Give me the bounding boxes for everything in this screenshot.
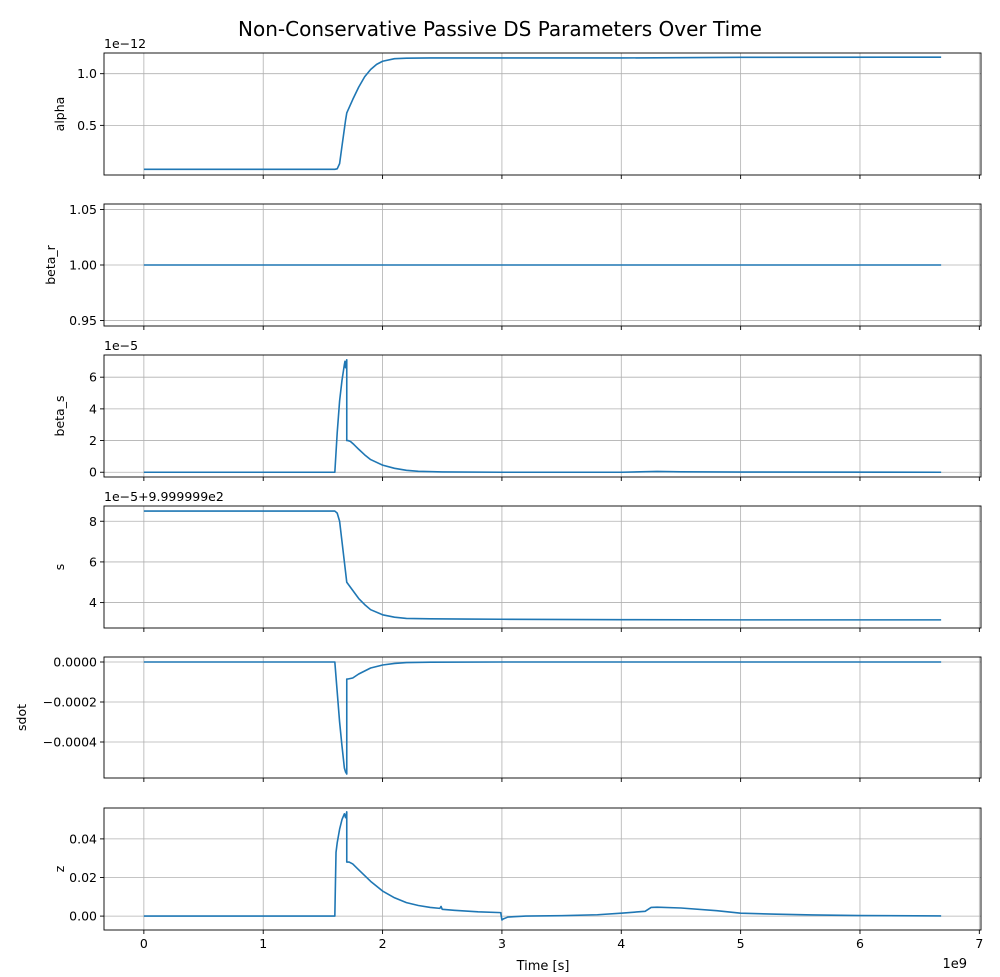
x-tick-label: 3 — [498, 936, 506, 951]
y-tick-label: 0.02 — [69, 870, 97, 885]
x-axis-offset-text: 1e9 — [942, 957, 967, 972]
x-tick-label: 6 — [856, 936, 864, 951]
y-tick-label: −0.0004 — [43, 735, 97, 750]
x-tick-label: 1 — [259, 936, 267, 951]
y-axis-label: z — [52, 865, 67, 872]
y-tick-label: 0.0000 — [53, 655, 97, 670]
y-axis-offset-text: 1e−5 — [104, 338, 138, 353]
x-tick-label: 4 — [617, 936, 625, 951]
y-axis-offset-text: 1e−12 — [104, 36, 146, 51]
subplot-z: 0 1 2 3 4 5 6 7 0.00 0.02 0.04 z — [52, 807, 983, 951]
y-tick-label: 4 — [89, 401, 97, 416]
series-line-sdot — [143, 661, 942, 775]
y-tick-label: 0.5 — [77, 118, 97, 133]
y-tick-label: 8 — [89, 514, 97, 529]
y-tick-label: 0 — [89, 465, 97, 480]
y-tick-label: 6 — [89, 554, 97, 569]
series-line-s — [143, 510, 942, 621]
subplot-beta_s: 0 2 4 6 beta_s 1e−5 — [52, 338, 982, 481]
y-tick-label: 2 — [89, 433, 97, 448]
y-tick-label: 1.00 — [69, 258, 97, 273]
y-tick-label: 1.0 — [77, 66, 97, 81]
series-line-z — [143, 811, 942, 921]
y-tick-label: 0.04 — [69, 831, 97, 846]
x-tick-label: 7 — [975, 936, 983, 951]
subplot-panels: 0.5 1.0 alpha 1e−12 0.95 1.00 1.05 beta_r 0 2 4 6 be… — [14, 36, 983, 951]
subplot-beta_r: 0.95 1.00 1.05 beta_r — [43, 202, 982, 330]
y-tick-label: 1.05 — [69, 202, 97, 217]
series-line-alpha — [143, 56, 942, 171]
y-tick-label: 0.95 — [69, 313, 97, 328]
y-axis-label: beta_s — [52, 396, 67, 437]
axes-frame — [103, 807, 982, 931]
y-axis-label: beta_r — [43, 244, 58, 284]
subplot-s: 4 6 8 s 1e−5+9.999999e2 — [52, 489, 982, 632]
y-tick-label: 4 — [89, 595, 97, 610]
y-tick-label: 0.00 — [69, 909, 97, 924]
axes-frame — [103, 505, 982, 629]
axes-frame — [103, 354, 982, 478]
axes-frame — [103, 656, 982, 779]
y-axis-label: sdot — [14, 704, 29, 731]
y-axis-offset-text: 1e−5+9.999999e2 — [104, 489, 224, 504]
y-axis-label: alpha — [52, 97, 67, 132]
figure-title: Non-Conservative Passive DS Parameters O… — [238, 17, 762, 41]
subplot-alpha: 0.5 1.0 alpha 1e−12 — [52, 36, 982, 179]
x-tick-label: 2 — [379, 936, 387, 951]
y-tick-label: 6 — [89, 370, 97, 385]
y-axis-label: s — [52, 564, 67, 571]
axes-frame — [103, 52, 982, 176]
x-tick-label: 5 — [737, 936, 745, 951]
x-tick-label: 0 — [140, 936, 148, 951]
y-tick-label: −0.0002 — [43, 695, 97, 710]
subplot-sdot: −0.0004 −0.0002 0.0000 sdot — [14, 655, 982, 782]
series-line-beta_s — [143, 358, 942, 474]
x-axis-label: Time [s] — [516, 959, 570, 974]
